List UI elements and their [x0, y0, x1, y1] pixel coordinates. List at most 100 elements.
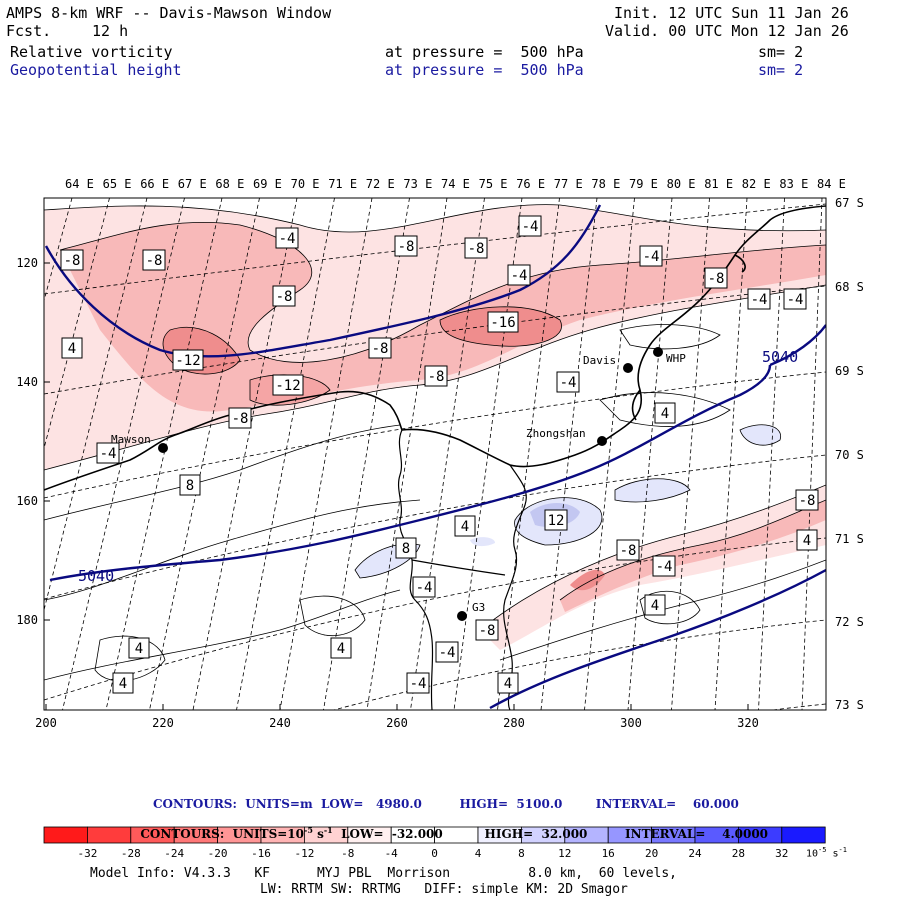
- svg-text:-12: -12: [275, 378, 300, 394]
- vorticity-label: -8: [368, 337, 392, 359]
- svg-text:-4: -4: [656, 559, 673, 575]
- svg-text:-4: -4: [410, 676, 427, 692]
- colorbar-swatch: [87, 826, 132, 844]
- x-tick-label: 200: [35, 716, 57, 730]
- longitude-label: 84 E: [817, 177, 846, 191]
- colorbar-label: -24: [164, 847, 184, 860]
- svg-text:WHP: WHP: [666, 352, 686, 365]
- vorticity-label: 4: [796, 529, 818, 551]
- colorbar-label: 0: [431, 847, 438, 860]
- longitude-label: 80 E: [667, 177, 696, 191]
- vorticity-label: 4: [330, 637, 352, 659]
- longitude-label: 81 E: [704, 177, 733, 191]
- vorticity-label: -8: [60, 249, 84, 271]
- longitude-label: 65 E: [103, 177, 132, 191]
- vorticity-label: -8: [142, 249, 166, 271]
- x-tick-label: 300: [620, 716, 642, 730]
- geopotential-height-contours: [44, 204, 826, 710]
- longitude-label: 77 E: [554, 177, 583, 191]
- colorbar-label: 16: [602, 847, 615, 860]
- height-label-5040-east: 5040: [762, 348, 798, 366]
- height-contour-5040-east: [769, 324, 826, 367]
- vorticity-label: -16: [487, 311, 519, 333]
- vorticity-contours-info: CONTOURS: UNITS=10-5 s-1 LOW= -32.000 HI…: [140, 825, 769, 841]
- x-tick-label: 220: [152, 716, 174, 730]
- vort-shade-band-2: [60, 222, 826, 412]
- vorticity-label: 4: [112, 672, 134, 694]
- colorbar-label: 12: [558, 847, 571, 860]
- vorticity-label: 4: [497, 672, 519, 694]
- vorticity-label: -4: [518, 215, 542, 237]
- svg-text:-4: -4: [416, 580, 433, 596]
- svg-text:-4: -4: [560, 375, 577, 391]
- svg-text:-8: -8: [146, 253, 163, 269]
- vorticity-label: -8: [272, 285, 296, 307]
- y-tick-label: 180: [16, 613, 38, 627]
- svg-text:8: 8: [186, 478, 194, 494]
- vorticity-label: -4: [96, 442, 120, 464]
- y-tick-label: 160: [16, 494, 38, 508]
- colorbar: -32 -28 -24 -20 -16 -12 -8 -4 0 4 8 12 16 20 24 28 32: [43, 826, 826, 860]
- vorticity-label: 4: [128, 637, 150, 659]
- colorbar-label: -32: [77, 847, 97, 860]
- y-tick-label: 140: [16, 375, 38, 389]
- x-tick-label: 320: [737, 716, 759, 730]
- latitude-label: 70 S: [835, 448, 864, 462]
- longitude-label: 74 E: [441, 177, 470, 191]
- colorbar-swatch: [43, 826, 88, 844]
- colorbar-label: -8: [341, 847, 354, 860]
- svg-text:4: 4: [803, 533, 811, 549]
- vorticity-label: -4: [652, 555, 676, 577]
- vorticity-label: -8: [228, 407, 252, 429]
- longitude-label: 73 E: [403, 177, 432, 191]
- vorticity-label: -4: [507, 264, 531, 286]
- vort-shade-blue-6: [470, 537, 495, 547]
- svg-text:4: 4: [119, 676, 127, 692]
- svg-text:4: 4: [135, 641, 143, 657]
- latitude-label: 69 S: [835, 364, 864, 378]
- model-info-line1: Model Info: V4.3.3 KF MYJ PBL Morrison 8…: [90, 866, 677, 881]
- latitude-label: 71 S: [835, 532, 864, 546]
- field-1-sm: sm= 2: [758, 43, 804, 61]
- init-time: Init. 12 UTC Sun 11 Jan 26: [614, 4, 849, 22]
- longitude-label: 69 E: [253, 177, 282, 191]
- plot-title: AMPS 8-km WRF -- Davis-Mawson Window: [6, 4, 332, 22]
- svg-text:-4: -4: [522, 219, 539, 235]
- height-label-5040-west: 5040: [78, 567, 114, 585]
- vorticity-label: -8: [475, 619, 499, 641]
- svg-text:12: 12: [548, 513, 565, 529]
- lat-lon-grid: [44, 198, 826, 710]
- longitude-label: 79 E: [629, 177, 658, 191]
- svg-text:Davis: Davis: [583, 354, 616, 367]
- colorbar-label: 32: [775, 847, 788, 860]
- colorbar-label: 20: [645, 847, 658, 860]
- coastline: [44, 205, 826, 491]
- field-2-level: at pressure = 500 hPa: [385, 61, 584, 79]
- vorticity-contours: [44, 204, 826, 682]
- vorticity-label: 4: [61, 337, 83, 359]
- forecast-value: 12 h: [92, 22, 129, 40]
- longitude-label: 83 E: [779, 177, 808, 191]
- svg-text:-8: -8: [276, 289, 293, 305]
- map-plot-area: -8 -8-4 -8 -8-4-4-8-4 -8-8-16-4-12-12-8-8-4-…: [44, 198, 826, 710]
- colorbar-label: 4: [475, 847, 482, 860]
- vorticity-label: -8: [616, 539, 640, 561]
- svg-text:-4: -4: [100, 446, 117, 462]
- vorticity-label: 4: [654, 402, 676, 424]
- longitude-label: 76 E: [516, 177, 545, 191]
- colorbar-label: 24: [688, 847, 702, 860]
- station-davis: Davis: [583, 354, 633, 373]
- station-whp: WHP: [653, 347, 686, 365]
- x-axis-ticks: 200 220 240 260 280 300 320: [35, 704, 759, 730]
- svg-text:-8: -8: [398, 239, 415, 255]
- longitude-label: 71 E: [328, 177, 357, 191]
- height-contours-info: CONTOURS: UNITS=m LOW= 4980.0 HIGH= 5100…: [153, 797, 739, 811]
- longitude-label: 70 E: [291, 177, 320, 191]
- vorticity-label: 12: [544, 509, 568, 531]
- svg-text:4: 4: [661, 406, 669, 422]
- vorticity-label: -4: [275, 227, 299, 249]
- svg-text:-4: -4: [751, 292, 768, 308]
- vort-shade-blue-5: [740, 424, 781, 446]
- vorticity-label: 8: [395, 537, 417, 559]
- height-contour-5040-south: [49, 364, 772, 582]
